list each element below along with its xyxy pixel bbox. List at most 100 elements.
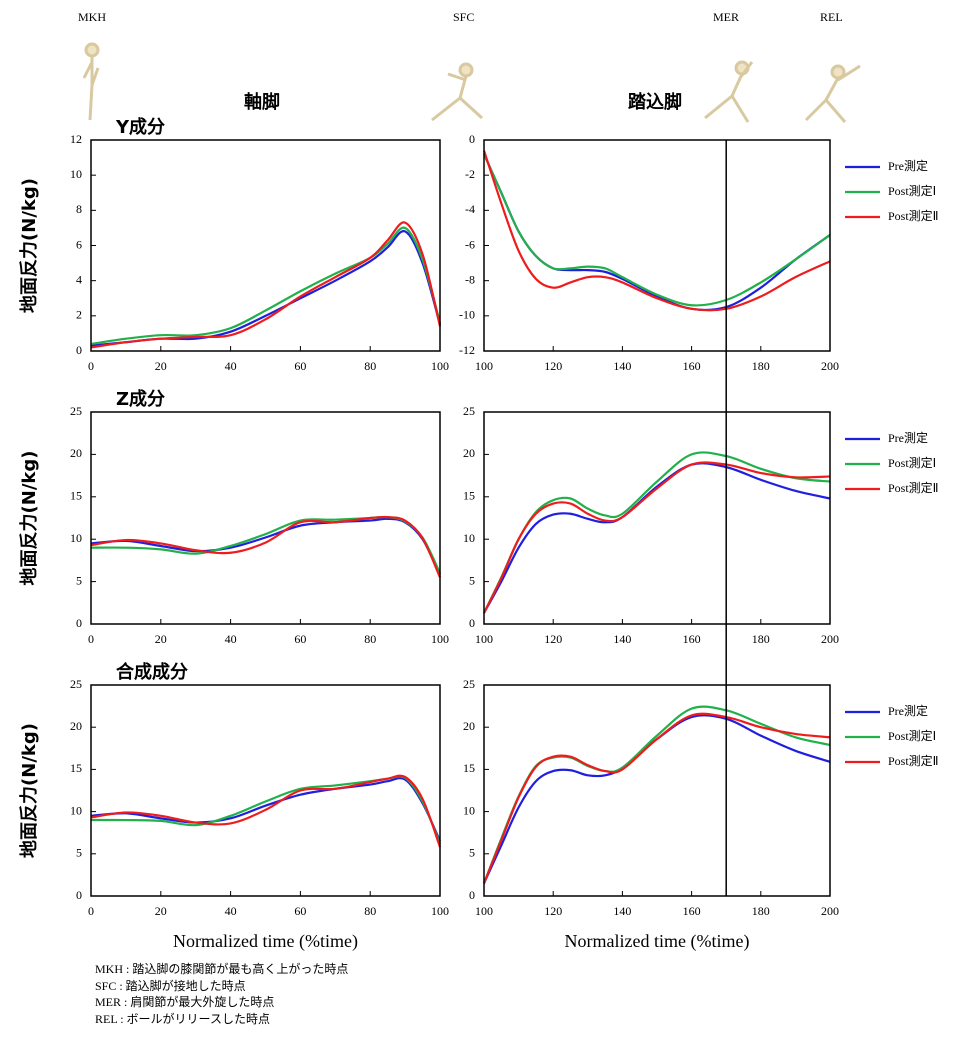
data-line	[483, 462, 831, 614]
y-tick-label: 12	[70, 132, 82, 146]
y-tick-label: 0	[76, 343, 82, 357]
x-tick-label: 180	[752, 904, 770, 918]
y-tick-label: 25	[463, 404, 475, 418]
y-tick-label: 0	[469, 888, 475, 902]
legend-label: Pre測定	[888, 703, 928, 718]
y-tick-label: 10	[70, 167, 82, 181]
legend-label: Post測定Ⅰ	[888, 183, 936, 198]
y-tick-label: 4	[76, 272, 82, 286]
y-tick-label: 10	[70, 803, 82, 817]
x-tick-label: 0	[88, 904, 94, 918]
x-tick-label: 100	[475, 904, 493, 918]
y-tick-label: -12	[459, 343, 475, 357]
y-tick-label: 0	[76, 616, 82, 630]
data-line	[90, 515, 442, 578]
x-tick-label: 60	[294, 904, 306, 918]
legend-label: Post測定Ⅰ	[888, 455, 936, 470]
data-line	[90, 221, 442, 349]
y-tick-label: 10	[70, 531, 82, 545]
phase-label: SFC	[453, 10, 474, 24]
data-line	[482, 150, 831, 312]
x-tick-label: 100	[431, 904, 449, 918]
x-tick-label: 160	[683, 359, 701, 373]
data-line	[90, 226, 442, 346]
plot-frame	[90, 411, 441, 625]
x-tick-label: 200	[821, 632, 839, 646]
panel-title: 合成成分	[116, 661, 188, 683]
y-axis-label: 地面反力(N/kg)	[18, 451, 40, 586]
y-tick-label: 5	[76, 573, 82, 587]
data-line	[90, 515, 441, 574]
x-axis-label: Normalized time (%time)	[565, 931, 750, 952]
plot-frame	[483, 411, 831, 625]
plot-frame	[90, 684, 441, 897]
x-tick-label: 40	[225, 632, 237, 646]
y-tick-label: -10	[459, 308, 475, 322]
footnote: REL : ボールがリリースした時点	[95, 1011, 270, 1026]
panel-title: Z成分	[116, 388, 165, 410]
x-tick-label: 60	[294, 632, 306, 646]
x-tick-label: 0	[88, 632, 94, 646]
x-tick-label: 80	[364, 359, 376, 373]
footnote: MER : 肩関節が最大外旋した時点	[95, 994, 274, 1009]
y-tick-label: 20	[70, 446, 82, 460]
x-tick-label: 180	[752, 359, 770, 373]
y-tick-label: 15	[70, 761, 82, 775]
data-line	[482, 153, 831, 307]
panel-title: Y成分	[115, 116, 165, 138]
x-tick-label: 60	[294, 359, 306, 373]
x-tick-label: 120	[544, 904, 562, 918]
y-tick-label: 15	[70, 489, 82, 503]
phase-label: MKH	[78, 10, 106, 24]
column-title: 軸脚	[244, 91, 280, 113]
phase-label: MER	[713, 10, 739, 24]
y-tick-label: -4	[465, 202, 475, 216]
y-tick-label: 5	[469, 573, 475, 587]
x-tick-label: 160	[683, 904, 701, 918]
y-tick-label: -2	[465, 167, 475, 181]
x-tick-label: 20	[155, 359, 167, 373]
x-tick-label: 40	[225, 359, 237, 373]
footnote: MKH : 踏込脚の膝関節が最も高く上がった時点	[95, 961, 348, 976]
y-tick-label: 0	[469, 132, 475, 146]
y-tick-label: 0	[469, 616, 475, 630]
data-line	[482, 705, 831, 884]
x-tick-label: 80	[364, 904, 376, 918]
y-tick-label: -6	[465, 237, 475, 251]
footnote: SFC : 踏込脚が接地した時点	[95, 978, 246, 993]
plot-frame	[483, 139, 831, 352]
y-tick-label: 5	[76, 846, 82, 860]
y-tick-label: -8	[465, 272, 475, 286]
x-tick-label: 100	[475, 359, 493, 373]
y-tick-label: 25	[463, 677, 475, 691]
plot-frame	[90, 139, 441, 352]
x-tick-label: 100	[431, 632, 449, 646]
y-tick-label: 15	[463, 489, 475, 503]
y-tick-label: 25	[70, 404, 82, 418]
x-tick-label: 160	[683, 632, 701, 646]
x-tick-label: 200	[821, 359, 839, 373]
x-tick-label: 140	[613, 632, 631, 646]
legend-label: Post測定Ⅱ	[888, 753, 939, 768]
skeleton-figures	[82, 42, 861, 123]
x-tick-label: 200	[821, 904, 839, 918]
x-tick-label: 100	[431, 359, 449, 373]
legend-label: Pre測定	[888, 430, 928, 445]
x-tick-label: 20	[155, 904, 167, 918]
x-axis-label: Normalized time (%time)	[173, 931, 358, 952]
data-line	[482, 712, 831, 884]
phase-label: REL	[820, 10, 843, 24]
x-tick-label: 140	[613, 359, 631, 373]
x-tick-label: 80	[364, 632, 376, 646]
column-title: 踏込脚	[628, 91, 682, 113]
y-tick-label: 10	[463, 531, 475, 545]
legend-label: Post測定Ⅱ	[888, 480, 939, 495]
y-tick-label: 8	[76, 202, 82, 216]
data-line	[482, 714, 831, 884]
data-line	[483, 461, 831, 614]
y-tick-label: 20	[463, 446, 475, 460]
y-tick-label: 2	[76, 308, 82, 322]
x-tick-label: 140	[613, 904, 631, 918]
x-tick-label: 180	[752, 632, 770, 646]
legend-label: Post測定Ⅰ	[888, 728, 936, 743]
